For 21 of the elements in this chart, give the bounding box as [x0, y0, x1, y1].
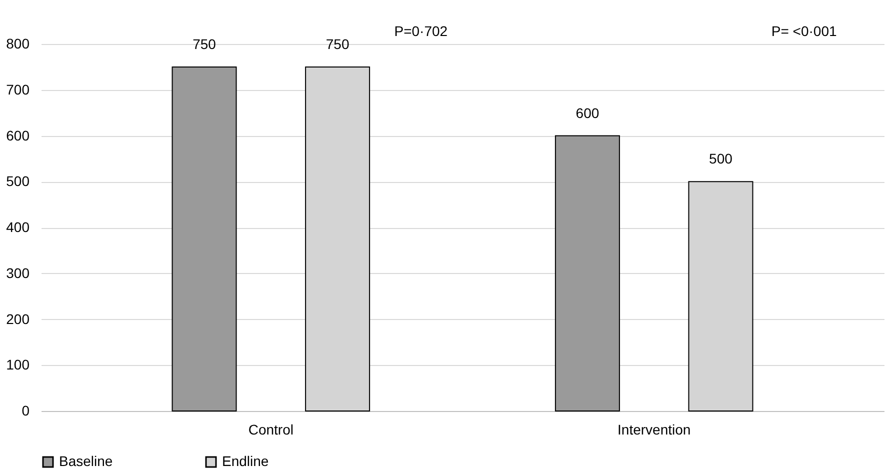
legend-label: Baseline — [59, 453, 113, 469]
y-tick-label: 0 — [22, 402, 30, 418]
y-tick-label: 700 — [6, 81, 30, 98]
y-tick-label: 200 — [6, 310, 30, 327]
x-tick-label: Intervention — [618, 422, 691, 438]
text: P= <0·001 — [771, 23, 837, 39]
y-tick-label: 300 — [6, 264, 30, 281]
data-label: 500 — [709, 150, 733, 167]
data-label: 750 — [326, 36, 350, 52]
text: P=0·702 — [394, 23, 448, 39]
data-label: 600 — [576, 104, 600, 121]
y-tick-label: 500 — [6, 173, 30, 190]
y-tick-label: 400 — [6, 219, 30, 235]
y-tick-label: 600 — [6, 127, 30, 144]
bar — [172, 66, 237, 412]
legend-label: Endline — [222, 453, 269, 469]
bar — [554, 135, 620, 412]
y-tick-label: 100 — [6, 356, 30, 373]
x-tick-label: Control — [248, 422, 294, 438]
y-tick-label: 800 — [6, 36, 30, 52]
data-label: 750 — [192, 36, 216, 52]
